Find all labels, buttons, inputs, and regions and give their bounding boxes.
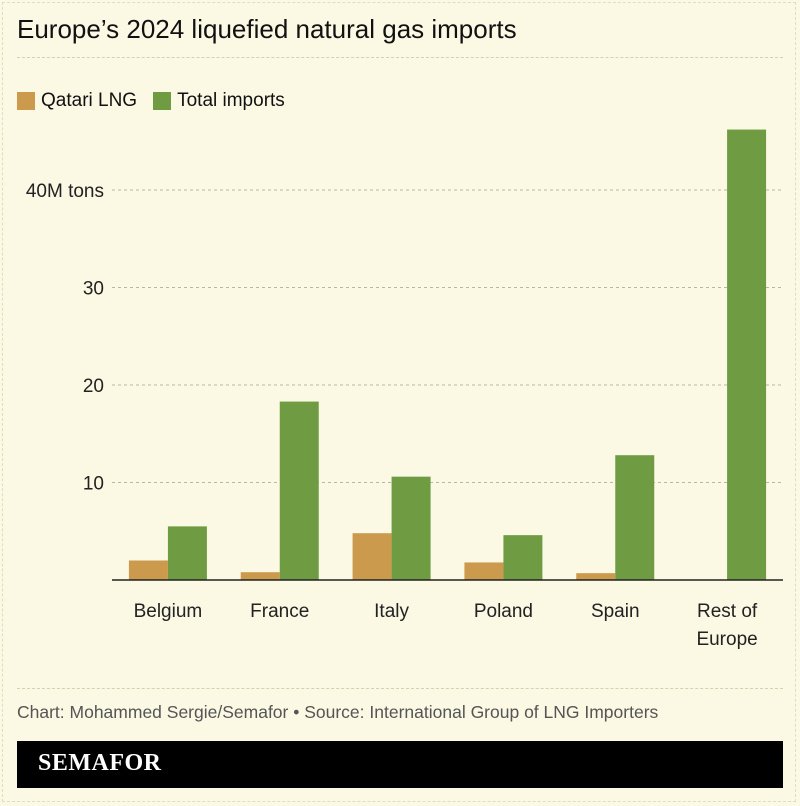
- source-credit: Chart: Mohammed Sergie/Semafor • Source:…: [17, 702, 659, 722]
- legend-swatch-total: [153, 92, 172, 110]
- x-tick-labels: Belgium France Italy Poland Spain Rest of Euro…: [134, 601, 758, 650]
- y-tick-label: 40M tons: [26, 181, 104, 202]
- top-divider: [17, 57, 783, 58]
- x-tick-label: Europe: [696, 629, 757, 650]
- bottom-divider: [17, 688, 783, 689]
- y-tick-label: 30: [83, 279, 104, 300]
- legend-label-total: Total imports: [177, 90, 285, 111]
- legend: Qatari LNG Total imports: [17, 88, 301, 114]
- y-tick-label: 10: [83, 474, 104, 495]
- bar-total-4: [615, 455, 655, 580]
- bar-total-5: [727, 129, 767, 581]
- x-tick-label: Rest of: [697, 601, 758, 622]
- x-tick-label: France: [250, 601, 309, 622]
- chart-title: Europe’s 2024 liquefied natural gas impo…: [17, 14, 517, 44]
- bar-qatari-2: [352, 533, 392, 580]
- x-tick-label: Poland: [474, 601, 533, 622]
- bar-chart: 10 20 30 40M tons Belgium France Italy Poland S…: [26, 129, 783, 650]
- semafor-logo: SEMAFOR: [38, 750, 162, 776]
- legend-item-qatari: Qatari LNG: [17, 90, 137, 112]
- bar-total-2: [391, 476, 431, 580]
- bar-total-0: [167, 526, 207, 580]
- brand-bar: SEMAFOR: [17, 741, 783, 788]
- y-tick-label: 20: [83, 376, 104, 397]
- bar-total-3: [503, 535, 543, 580]
- y-tick-labels: 10 20 30 40M tons: [26, 181, 104, 495]
- legend-swatch-qatari: [17, 92, 35, 110]
- bar-total-1: [279, 401, 319, 580]
- bars: [128, 129, 767, 581]
- bar-qatari-0: [128, 560, 168, 580]
- x-tick-label: Spain: [591, 601, 640, 622]
- bar-qatari-3: [464, 562, 504, 580]
- gridlines: [112, 189, 783, 483]
- bar-qatari-1: [240, 572, 280, 580]
- bar-qatari-4: [576, 573, 616, 580]
- legend-item-total: Total imports: [153, 90, 285, 112]
- x-tick-label: Belgium: [134, 601, 203, 622]
- x-tick-label: Italy: [374, 601, 409, 622]
- legend-label-qatari: Qatari LNG: [41, 90, 138, 111]
